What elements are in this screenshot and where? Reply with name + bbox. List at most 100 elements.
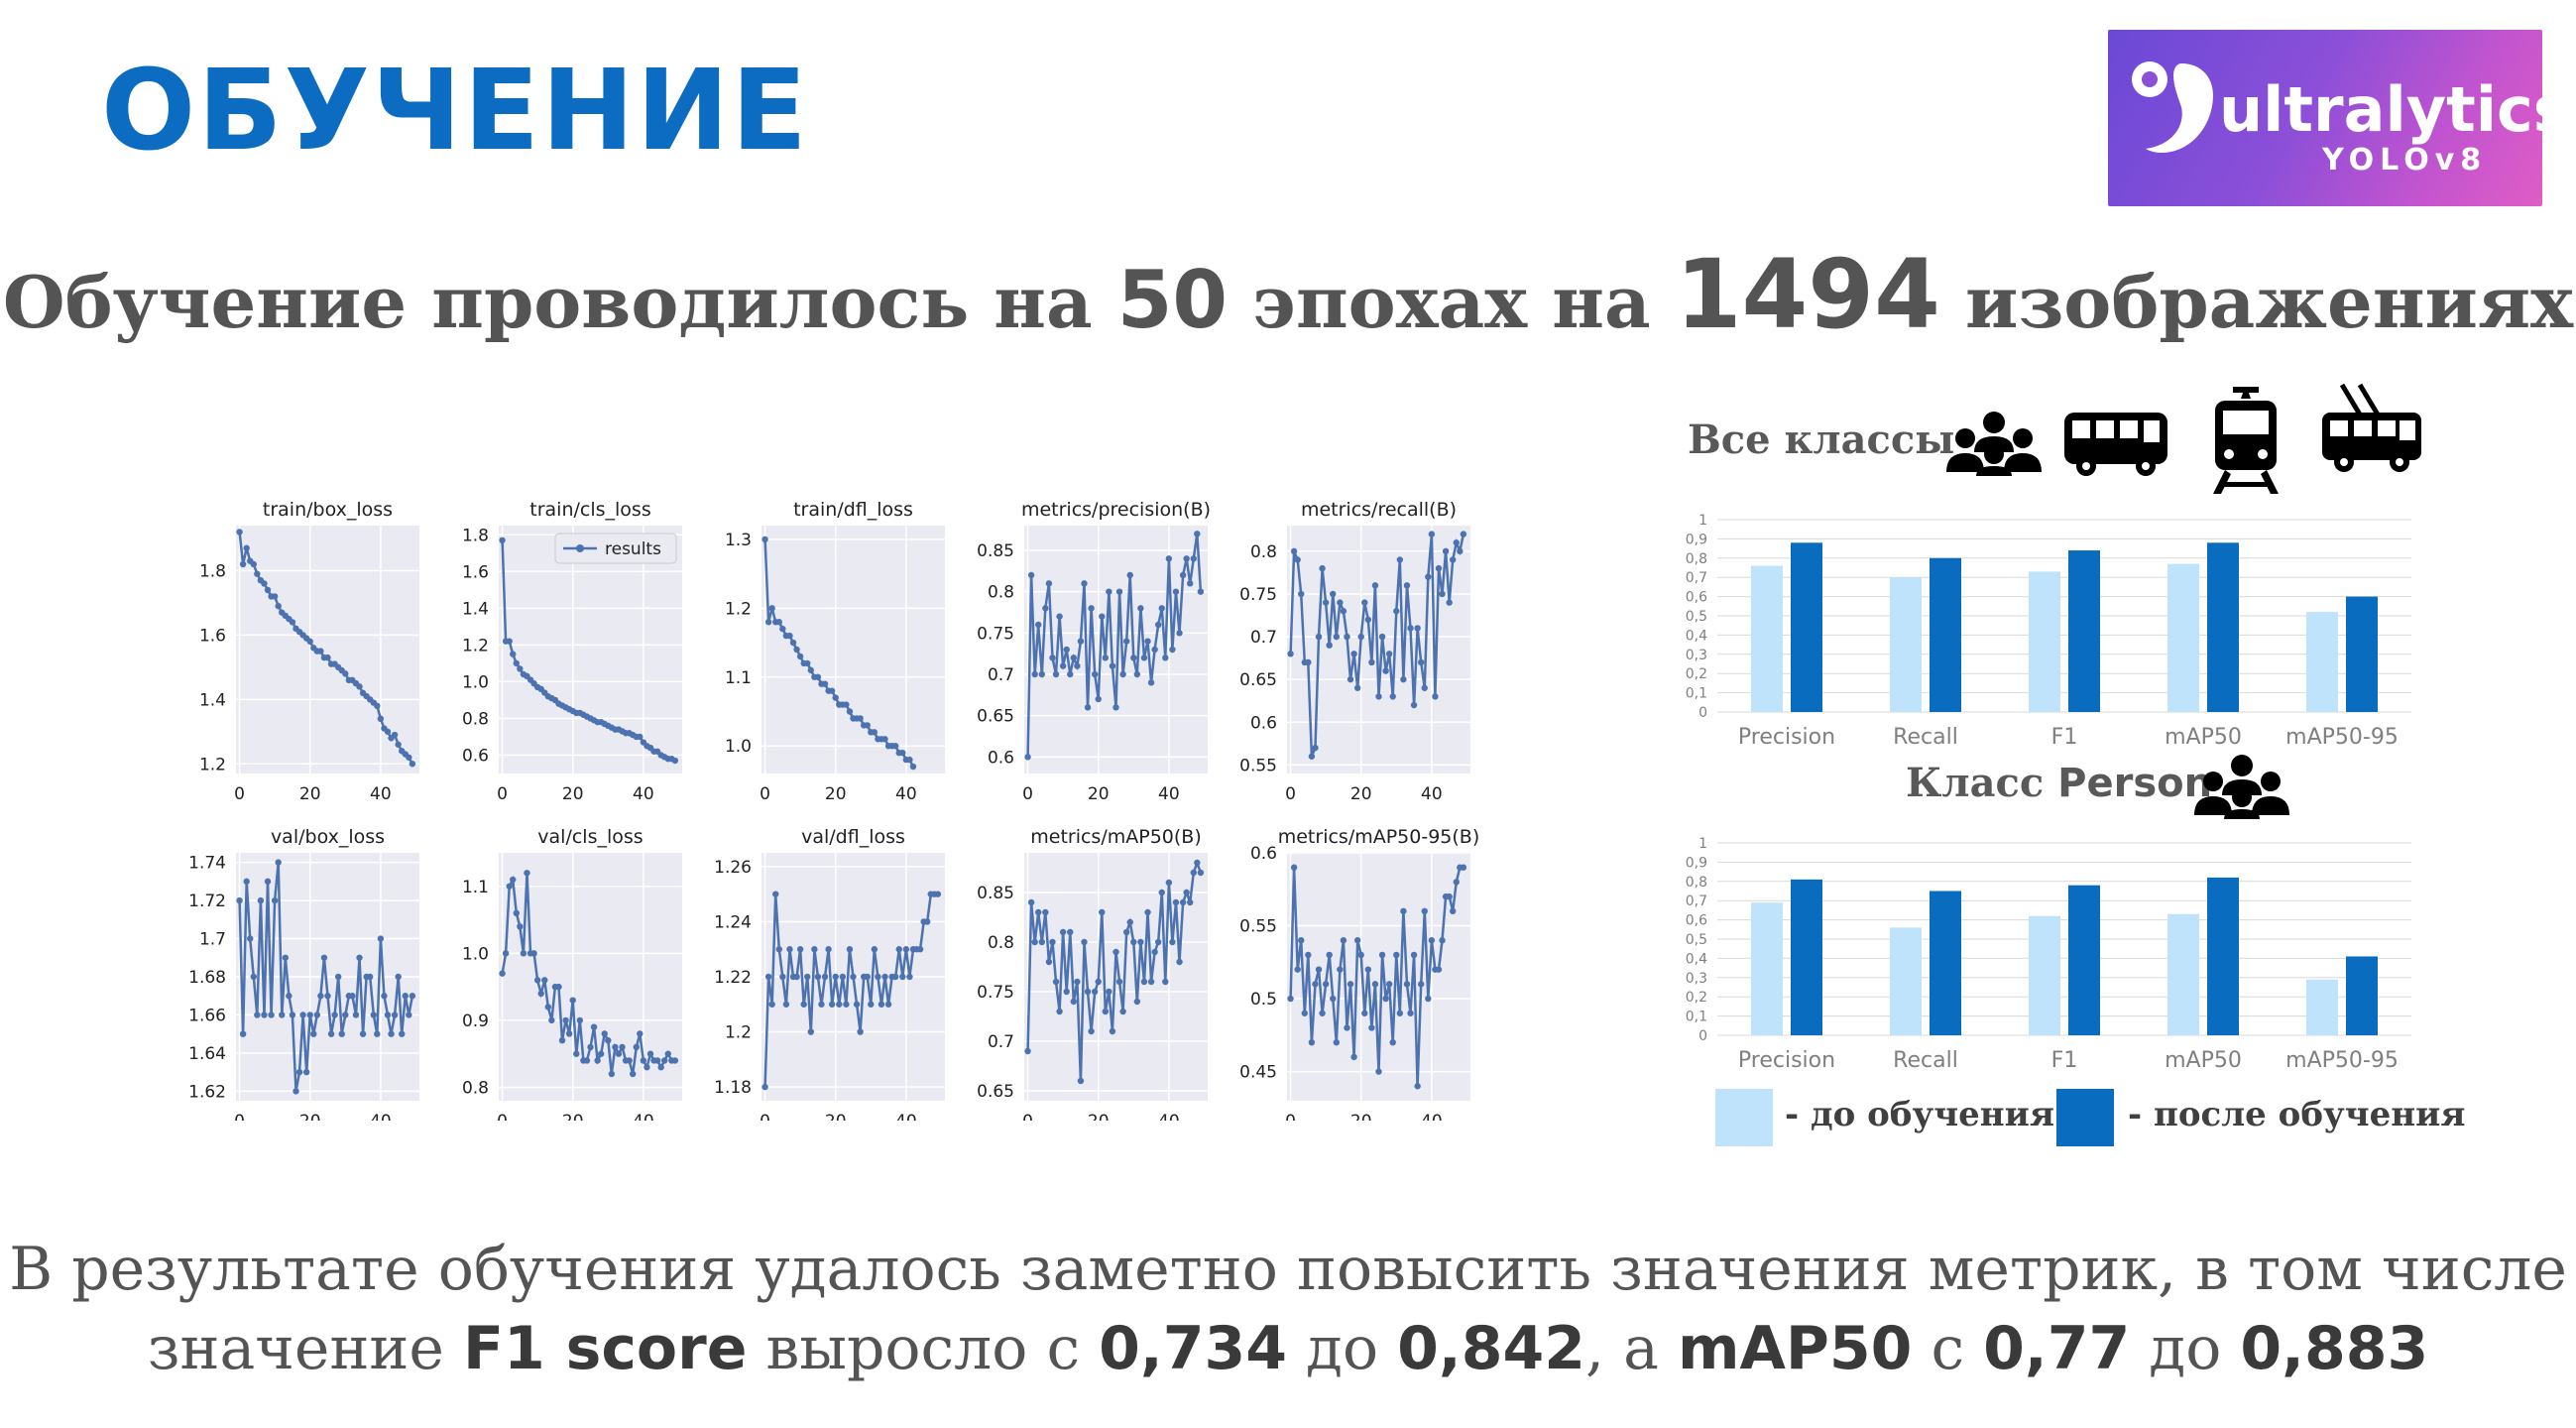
y-tick-label: 1.4 [199,690,226,710]
data-point [384,1012,392,1018]
data-point [786,946,793,953]
plot-title: train/box_loss [263,499,393,521]
data-point [254,570,261,577]
x-tick-label: 0 [1022,784,1033,804]
data-point [814,673,822,680]
data-point [541,977,548,984]
y-tick-label: 0,7 [1686,893,1707,909]
y-tick-label: 0.55 [1239,756,1277,775]
data-point [1396,1010,1404,1016]
data-point [821,973,829,981]
x-tick-label: 20 [1088,784,1110,804]
legend-label: results [605,539,661,559]
series-line [238,862,414,1092]
data-point [324,993,331,1000]
data-point [289,1012,296,1018]
bar [1791,542,1822,712]
data-point [1049,654,1056,661]
data-point [1393,951,1400,959]
data-point [510,876,517,884]
data-point [293,1088,299,1095]
map50-after-value: 0,883 [2240,1314,2429,1383]
data-point [814,973,822,981]
data-point [1197,869,1205,877]
data-point [1312,981,1319,988]
data-point [1095,978,1102,986]
data-point [881,973,888,981]
conclusion-line-2: значение F1 score выросло с 0,734 до 0,8… [0,1309,2576,1388]
data-point [768,605,775,612]
data-point [1375,1068,1382,1075]
data-point [1130,654,1137,661]
data-point [1350,1053,1357,1061]
training-plot: metrics/precision(B) 0.6 0.65 0.7 0.75 0.8 0.8… [977,499,1211,804]
person-class-label: Класс [1906,760,2058,806]
data-point [1081,938,1088,946]
y-tick-label: 1.0 [725,737,752,757]
data-point [1106,588,1112,595]
data-point [902,946,910,953]
bar [2068,550,2100,712]
data-point [1049,938,1056,946]
y-tick-label: 0.7 [1250,628,1277,648]
data-point [1056,1008,1063,1015]
data-point [1364,616,1372,624]
data-point [1070,654,1078,661]
map50-before-value: 0,77 [1983,1314,2131,1383]
conclusion-part: , а [1584,1314,1678,1383]
data-point [804,659,811,667]
data-point [761,536,768,543]
data-point [257,896,265,904]
data-point [793,646,800,654]
y-tick-label: 0.65 [1239,670,1277,690]
data-point [768,1001,775,1008]
data-point [1165,555,1173,562]
data-point [615,1050,623,1057]
data-point [793,973,800,981]
y-tick-label: 0,3 [1686,971,1707,987]
data-point [637,1030,644,1037]
bar [2346,596,2378,712]
data-point [384,728,392,735]
data-point [1038,938,1045,946]
plot-title: metrics/mAP50(B) [1030,826,1201,848]
data-point [548,1016,555,1024]
y-tick-label: 0,9 [1686,532,1707,547]
data-point [853,1001,861,1008]
data-point [1382,995,1389,1003]
y-tick-label: 1.8 [199,561,226,581]
y-tick-label: 0,6 [1686,590,1707,606]
data-point [562,1016,569,1024]
data-point [1410,701,1418,709]
data-point [406,754,412,761]
data-point [864,722,871,729]
data-point [1368,1024,1375,1031]
x-tick-label: 0 [760,1112,770,1121]
data-point [1308,1038,1316,1046]
y-tick-label: 0.45 [1239,1063,1277,1083]
data-point [1428,531,1436,537]
plot-legend-box [554,533,677,564]
y-tick-label: 0.6 [988,748,1014,768]
y-tick-label: 0.6 [1250,713,1277,733]
data-point [828,1001,836,1008]
data-point [789,639,797,647]
data-point [1389,693,1396,700]
conclusion-line-1: В результате обучения удалось заметно по… [9,1235,2567,1304]
data-point [1457,547,1464,555]
bar [2167,563,2199,712]
data-point [1439,937,1446,944]
data-point [1183,555,1190,562]
data-point [619,1043,626,1051]
data-point [1088,1027,1095,1035]
bar [2167,913,2199,1035]
data-point [1315,633,1323,641]
data-point [775,619,782,626]
data-point [864,973,871,981]
series-line [1026,859,1203,1082]
y-tick-label: 0.5 [1250,990,1277,1010]
data-point [587,1043,594,1051]
person-class-title: Класс Person [1906,760,2212,806]
data-point [1301,1010,1308,1016]
data-point [264,878,272,886]
